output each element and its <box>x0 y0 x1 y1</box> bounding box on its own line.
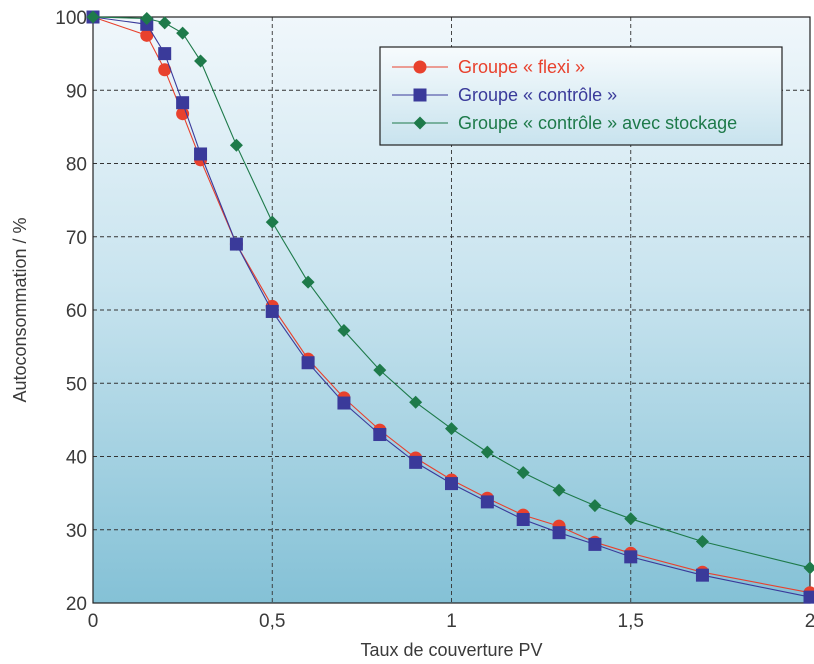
data-point-diamond <box>337 324 351 338</box>
data-point-square <box>265 304 279 318</box>
data-point-diamond <box>86 10 100 24</box>
data-point-square <box>194 147 208 161</box>
legend-marker-diamond <box>413 116 427 130</box>
data-point-square <box>158 47 172 61</box>
series-layer <box>86 10 814 604</box>
x-axis-ticks: 0 0,5 1 1,5 2 <box>88 611 814 632</box>
x-tick-label: 0 <box>88 611 99 632</box>
data-point-diamond <box>229 138 243 152</box>
data-point-circle <box>158 63 172 77</box>
data-point-diamond <box>301 275 315 289</box>
data-point-diamond <box>480 445 494 459</box>
y-axis-title: Autoconsommation / % <box>10 217 30 402</box>
legend-marker-square <box>413 88 427 102</box>
y-tick-label: 20 <box>66 594 87 615</box>
data-point-diamond <box>409 395 423 409</box>
series-2 <box>86 10 814 575</box>
data-point-diamond <box>516 466 530 480</box>
data-point-square <box>176 96 190 110</box>
plot-frame <box>92 16 811 604</box>
data-point-diamond <box>265 215 279 229</box>
y-tick-label: 40 <box>66 448 87 469</box>
x-axis-title: Taux de couverture PV <box>360 640 542 660</box>
data-point-square <box>695 568 709 582</box>
data-point-square <box>624 550 638 564</box>
y-tick-label: 90 <box>66 81 87 102</box>
legend-box <box>379 46 783 146</box>
data-point-diamond <box>140 11 154 25</box>
data-point-square <box>337 396 351 410</box>
x-tick-label: 0,5 <box>259 611 285 632</box>
data-point-diamond <box>803 561 814 575</box>
data-point-diamond <box>588 499 602 513</box>
data-point-square <box>552 526 566 540</box>
data-point-diamond <box>695 534 709 548</box>
data-point-diamond <box>158 16 172 30</box>
data-point-square <box>588 537 602 551</box>
data-point-square <box>409 455 423 469</box>
legend-label-0: Groupe « flexi » <box>458 57 585 77</box>
y-axis-ticks: 20 30 40 50 60 70 80 90 100 <box>55 8 87 615</box>
data-point-diamond <box>373 363 387 377</box>
y-tick-label: 80 <box>66 155 87 176</box>
data-point-diamond <box>194 54 208 68</box>
data-point-square <box>480 495 494 509</box>
legend-label-2: Groupe « contrôle » avec stockage <box>458 113 737 133</box>
x-tick-label: 1 <box>446 611 457 632</box>
data-point-square <box>373 428 387 442</box>
data-point-circle <box>140 28 154 42</box>
x-tick-label: 2 <box>805 611 814 632</box>
data-point-square <box>229 237 243 251</box>
y-tick-label: 70 <box>66 228 87 249</box>
legend: Groupe « flexi » Groupe « contrôle » Group… <box>379 46 783 146</box>
y-tick-label: 60 <box>66 301 87 322</box>
y-tick-label: 100 <box>55 8 87 29</box>
y-tick-label: 50 <box>66 374 87 395</box>
data-point-diamond <box>552 483 566 497</box>
x-tick-label: 1,5 <box>618 611 644 632</box>
data-point-square <box>301 356 315 370</box>
y-tick-label: 30 <box>66 521 87 542</box>
legend-marker-circle <box>413 60 427 74</box>
legend-label-1: Groupe « contrôle » <box>458 85 617 105</box>
data-point-diamond <box>624 512 638 526</box>
data-point-diamond <box>176 26 190 40</box>
data-point-diamond <box>445 422 458 436</box>
data-point-square <box>516 512 530 526</box>
data-point-square <box>445 477 458 491</box>
data-point-square <box>803 590 814 604</box>
